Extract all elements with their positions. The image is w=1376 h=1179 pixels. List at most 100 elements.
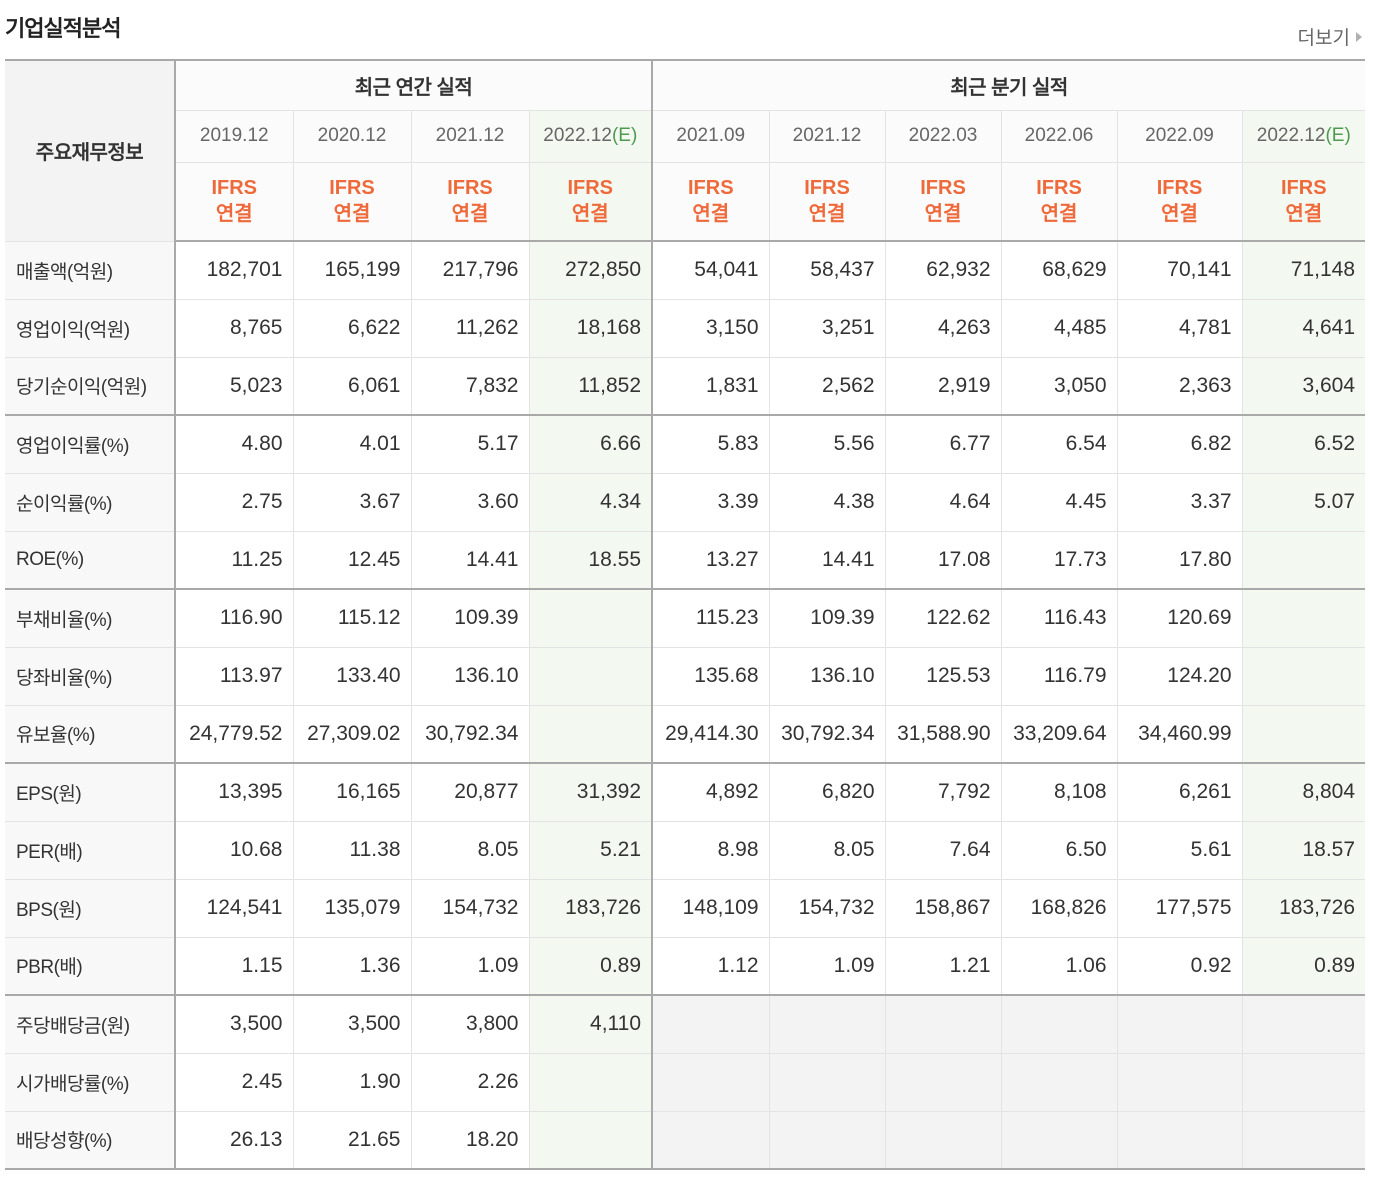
value-cell: 272,850	[528, 240, 654, 300]
table-row: 영업이익(억원) 8,765 6,622 11,262 18,168 3,150 3,251…	[5, 298, 1366, 358]
accounting-basis-header: IFRS 연결	[884, 161, 1002, 242]
value-cell: 11,852	[528, 356, 654, 416]
value-cell: 6,820	[768, 762, 886, 822]
table-row: EPS(원) 13,395 16,165 20,877 31,392 4,892 6,820…	[5, 762, 1366, 822]
value-cell: 4,892	[651, 762, 770, 822]
accounting-standard: IFRS	[211, 177, 258, 200]
value-cell: 4,263	[884, 298, 1002, 358]
value-cell	[651, 994, 770, 1054]
accounting-standard: IFRS	[447, 177, 493, 200]
table-row: 매출액(억원) 182,701 165,199 217,796 272,850 54,04…	[5, 240, 1366, 300]
value-cell: 168,826	[1000, 878, 1118, 938]
value-cell: 11,262	[410, 298, 530, 358]
consolidation-basis: 연결	[924, 203, 962, 226]
accounting-basis-header: IFRS 연결	[292, 161, 412, 242]
value-cell	[768, 1052, 886, 1112]
value-cell	[768, 994, 886, 1054]
value-cell: 29,414.30	[651, 704, 770, 764]
period-header: 2020.12	[292, 109, 412, 163]
value-cell: 0.89	[528, 936, 654, 996]
row-label: 부채비율(%)	[5, 588, 176, 648]
period-date: 2022.09	[1145, 125, 1214, 146]
period-header: 2021.12	[768, 109, 886, 163]
value-cell: 115.12	[292, 588, 412, 648]
value-cell: 70,141	[1116, 240, 1243, 300]
value-cell: 16,165	[292, 762, 412, 822]
value-cell: 154,732	[410, 878, 530, 938]
value-cell: 10.68	[174, 820, 294, 880]
value-cell: 4.38	[768, 472, 886, 532]
period-header: 2021.09	[651, 109, 770, 163]
value-cell: 116.90	[174, 588, 294, 648]
value-cell	[1241, 1052, 1366, 1112]
value-cell: 5.61	[1116, 820, 1243, 880]
more-link[interactable]: 더보기	[1298, 23, 1362, 50]
period-header: 2022.06	[1000, 109, 1118, 163]
value-cell: 4.80	[174, 414, 294, 474]
period-header: 2019.12	[175, 109, 294, 163]
value-cell	[1241, 646, 1366, 706]
row-label: ROE(%)	[5, 530, 176, 590]
value-cell: 8.05	[768, 820, 886, 880]
value-cell: 5.21	[528, 820, 654, 880]
value-cell: 12.45	[292, 530, 412, 590]
more-link-label[interactable]: 더보기	[1297, 28, 1350, 49]
period-header: 2022.09	[1116, 109, 1243, 163]
value-cell: 8,108	[1000, 762, 1118, 822]
value-cell: 34,460.99	[1116, 704, 1243, 764]
period-date: 2022.03	[908, 125, 978, 146]
value-cell: 7,792	[884, 762, 1002, 822]
consolidation-basis: 연결	[333, 203, 371, 226]
value-cell: 17.08	[884, 530, 1002, 590]
value-cell	[528, 588, 654, 648]
value-cell	[651, 1052, 770, 1112]
value-cell: 183,726	[1241, 878, 1366, 938]
accounting-basis-header: IFRS 연결	[1116, 161, 1243, 242]
consolidation-basis: 연결	[451, 203, 489, 226]
value-cell: 3,251	[768, 298, 886, 358]
value-cell	[528, 1052, 654, 1112]
table-row: 주당배당금(원) 3,500 3,500 3,800 4,110	[5, 994, 1366, 1054]
period-date: 2022.12	[1256, 125, 1326, 146]
row-label: 영업이익률(%)	[5, 414, 176, 474]
period-date: 2021.09	[676, 125, 746, 146]
period-date: 2022.06	[1024, 125, 1094, 146]
value-cell	[1000, 994, 1118, 1054]
table-row: BPS(원) 124,541 135,079 154,732 183,726 148,10…	[5, 878, 1366, 938]
value-cell: 154,732	[768, 878, 886, 938]
value-cell: 5.17	[410, 414, 530, 474]
table-row: 유보율(%) 24,779.52 27,309.02 30,792.34 29,414.…	[5, 704, 1366, 764]
value-cell	[1116, 1110, 1243, 1170]
value-cell: 2.26	[410, 1052, 530, 1112]
row-label: PER(배)	[5, 820, 176, 880]
row-label: 매출액(억원)	[5, 240, 176, 300]
value-cell	[1241, 994, 1366, 1054]
value-cell: 14.41	[410, 530, 530, 590]
value-cell: 122.62	[884, 588, 1002, 648]
value-cell: 68,629	[1000, 240, 1118, 300]
value-cell: 6,622	[292, 298, 412, 358]
consolidation-basis: 연결	[808, 203, 846, 226]
value-cell: 2,562	[768, 356, 886, 416]
value-cell: 8.98	[651, 820, 770, 880]
row-label: 당좌비율(%)	[5, 646, 176, 706]
value-cell: 217,796	[410, 240, 530, 300]
value-cell: 7.64	[884, 820, 1002, 880]
value-cell: 6.52	[1241, 414, 1366, 474]
accounting-basis-header: IFRS 연결	[768, 161, 886, 242]
row-label: 영업이익(억원)	[5, 298, 176, 358]
value-cell: 165,199	[292, 240, 412, 300]
consolidation-basis: 연결	[571, 203, 609, 226]
row-label: 당기순이익(억원)	[5, 356, 176, 416]
value-cell	[528, 704, 654, 764]
accounting-standard: IFRS	[1036, 177, 1082, 200]
value-cell: 2.75	[174, 472, 294, 532]
value-cell: 8,804	[1241, 762, 1366, 822]
value-cell: 113.97	[174, 646, 294, 706]
value-cell: 1.15	[174, 936, 294, 996]
section-title: 기업실적분석	[5, 16, 121, 41]
accounting-basis-header: IFRS 연결	[410, 161, 530, 242]
value-cell: 3.37	[1116, 472, 1243, 532]
value-cell: 6.54	[1000, 414, 1118, 474]
value-cell: 20,877	[410, 762, 530, 822]
